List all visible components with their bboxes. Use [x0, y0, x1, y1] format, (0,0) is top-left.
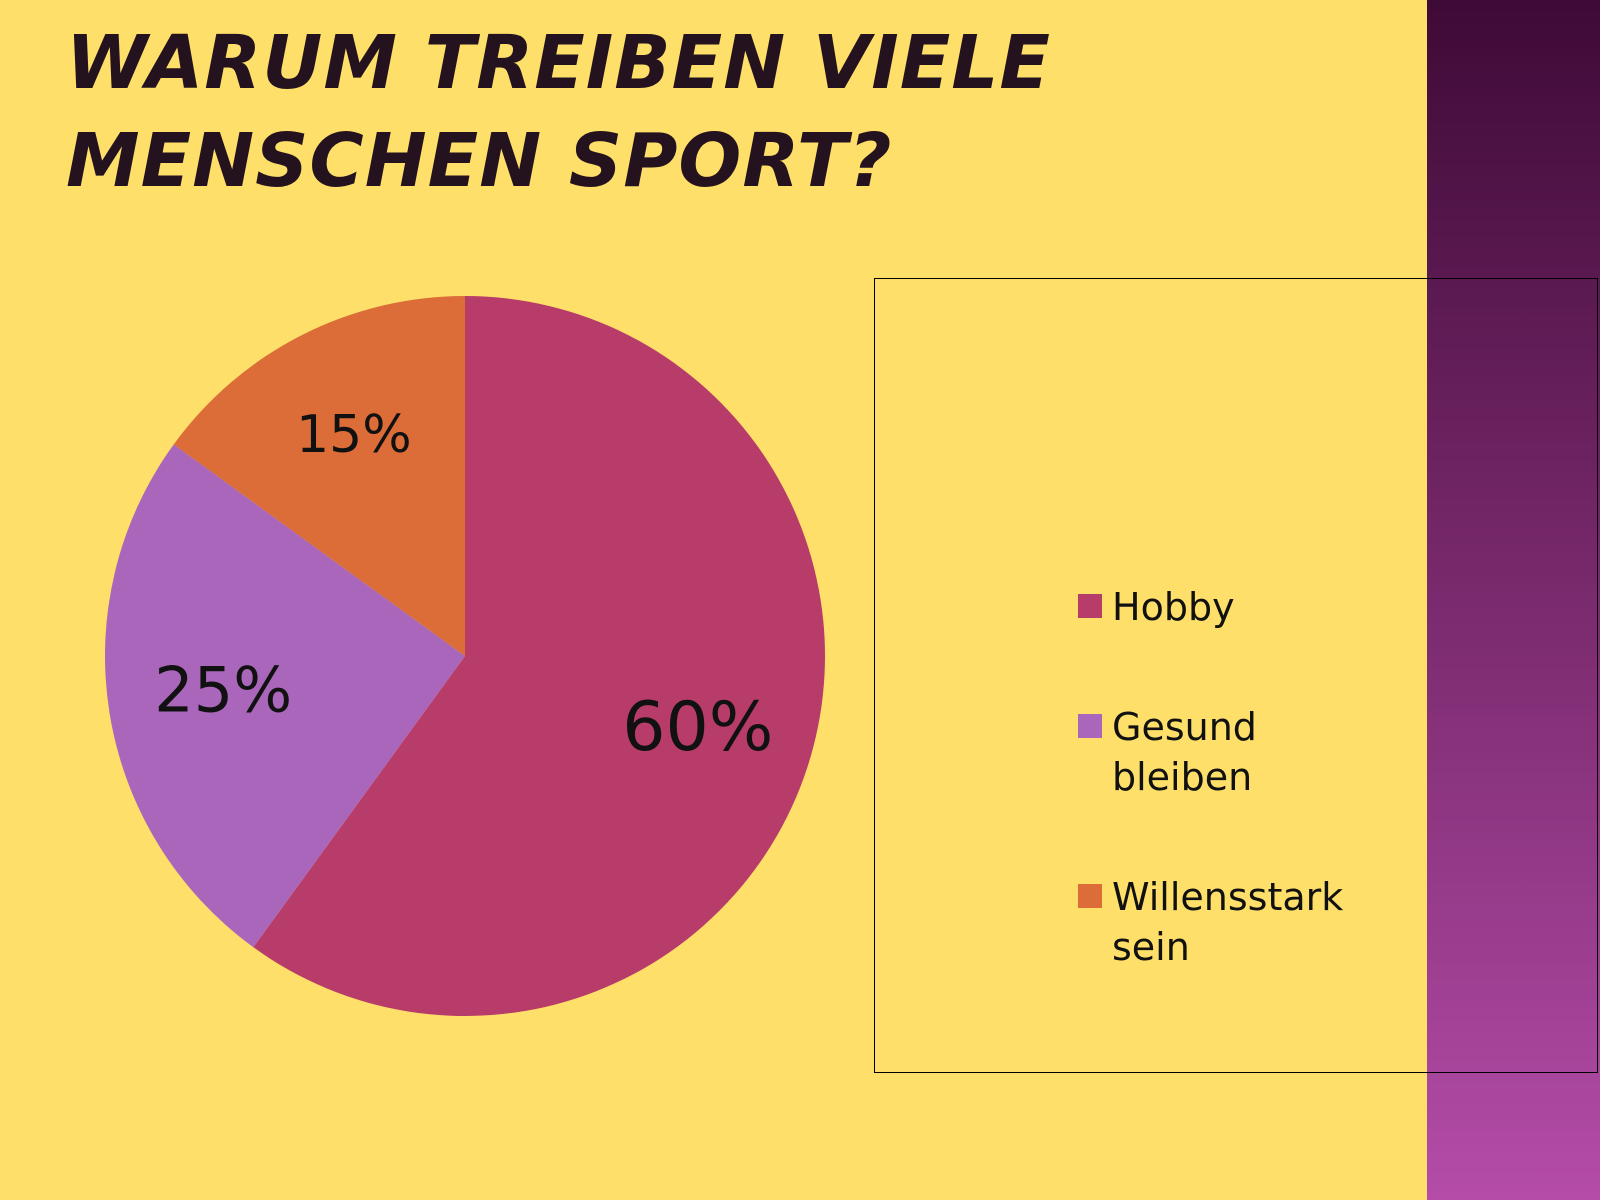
pie-slice	[105, 444, 465, 948]
legend-swatch	[1078, 714, 1102, 738]
legend: Hobby Gesund bleiben Willensstark sein	[1078, 582, 1418, 972]
data-label: 60%	[622, 688, 773, 767]
legend-item: Hobby	[1078, 582, 1418, 632]
legend-item: Gesund bleiben	[1078, 702, 1418, 802]
legend-item: Willensstark sein	[1078, 872, 1418, 972]
pie-slice	[173, 296, 465, 656]
legend-label: Willensstark sein	[1112, 875, 1344, 969]
data-label: 15%	[296, 405, 412, 465]
data-label: 25%	[154, 653, 292, 726]
legend-label: Hobby	[1112, 585, 1235, 629]
pie-slice	[253, 296, 825, 1016]
chart-title: WARUM TREIBEN VIELE MENSCHEN SPORT?	[66, 20, 1051, 204]
legend-label: Gesund bleiben	[1112, 705, 1257, 799]
legend-swatch	[1078, 884, 1102, 908]
legend-box	[874, 278, 1598, 1073]
legend-swatch	[1078, 594, 1102, 618]
side-band	[1427, 0, 1600, 1200]
